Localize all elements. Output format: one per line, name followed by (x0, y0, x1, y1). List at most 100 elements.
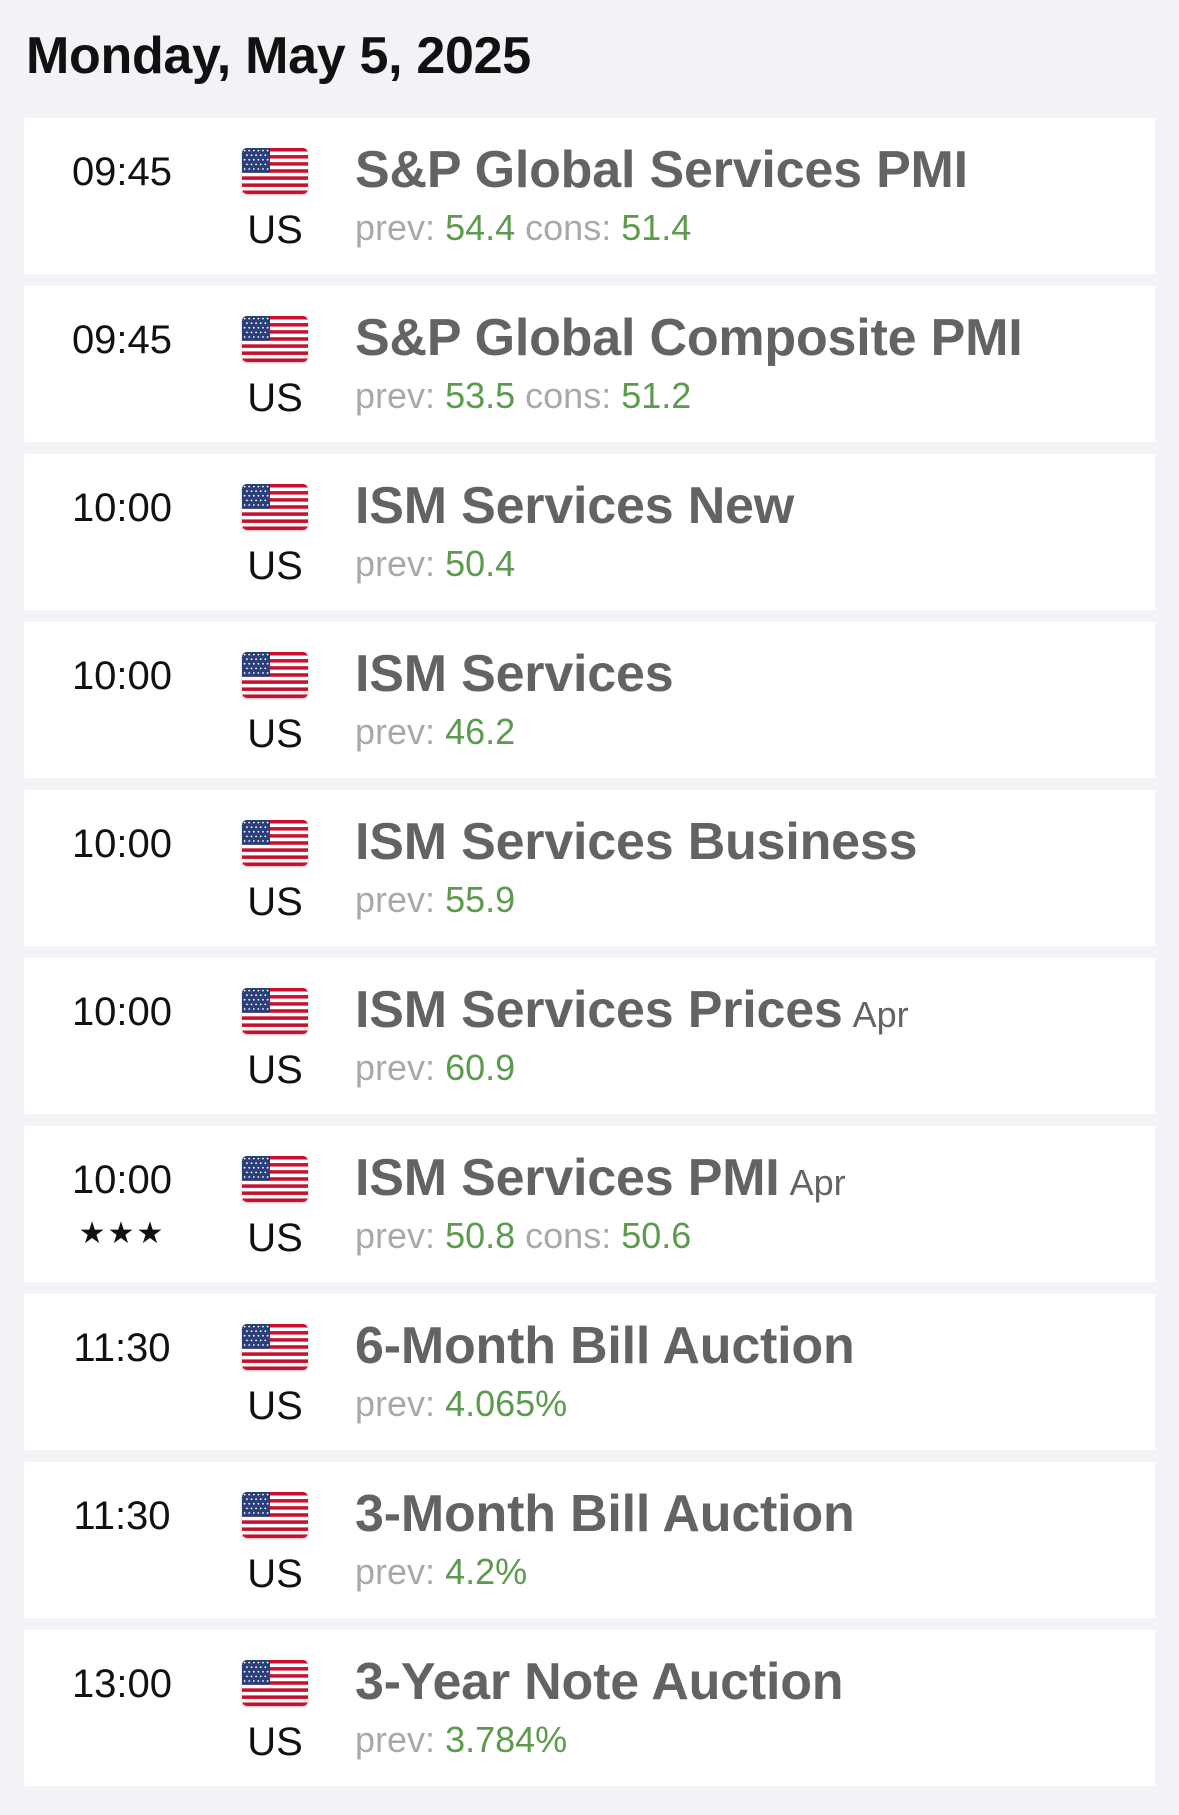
event-detail-line: prev: 53.5 cons: 51.2 (355, 374, 691, 418)
us-flag-icon (242, 1324, 308, 1370)
event-title-line: ISM Services Business (355, 812, 918, 885)
cons-value: 51.2 (621, 375, 692, 416)
event-detail-line: prev: 50.4 cons: (355, 542, 515, 586)
event-period: Apr (852, 994, 909, 1035)
event-row[interactable]: 13:00 US 3-Year Note Auction prev: 3.784… (24, 1630, 1155, 1786)
prev-label: prev: (355, 375, 436, 416)
event-name: S&P Global Services PMI (355, 141, 968, 199)
prev-value: 4.2% (445, 1551, 528, 1592)
event-title-line: S&P Global Services PMI (355, 140, 968, 213)
event-time: 10:00 (71, 486, 173, 530)
event-name: 3-Month Bill Auction (355, 1485, 855, 1543)
event-name: S&P Global Composite PMI (355, 309, 1023, 367)
prev-value: 4.065% (445, 1383, 568, 1424)
event-time: 09:45 (71, 318, 173, 362)
cons-value: 51.4 (621, 207, 692, 248)
us-flag-icon (242, 316, 308, 362)
us-flag-icon (242, 1660, 308, 1706)
event-country: US (247, 544, 303, 588)
event-row[interactable]: 10:00 US ISM Services Prices Apr prev: 60… (24, 958, 1155, 1114)
event-row[interactable]: 09:45 US S&P Global Composite PMI prev: … (24, 286, 1155, 442)
event-title-line: S&P Global Composite PMI (355, 308, 1023, 381)
us-flag-icon (242, 652, 308, 698)
us-flag-icon (242, 988, 308, 1034)
prev-value: 55.9 (445, 879, 516, 920)
event-country: US (247, 880, 303, 924)
event-title-line: 3-Year Note Auction (355, 1652, 844, 1725)
event-detail-line: prev: 50.8 cons: 50.6 (355, 1214, 691, 1258)
us-flag-icon (242, 148, 308, 194)
cons-label: cons: (525, 207, 612, 248)
event-country: US (247, 1048, 303, 1092)
event-name: ISM Services Business (355, 813, 918, 871)
event-title-line: ISM Services Prices Apr (355, 980, 909, 1053)
event-detail-line: prev: 4.2% cons: (355, 1550, 527, 1594)
event-title-line: ISM Services New (355, 476, 794, 549)
event-title-line: ISM Services PMI Apr (355, 1148, 846, 1221)
prev-label: prev: (355, 879, 436, 920)
prev-label: prev: (355, 543, 436, 584)
event-row[interactable]: 11:30 US 3-Month Bill Auction prev: 4.2%… (24, 1462, 1155, 1618)
prev-value: 46.2 (445, 711, 516, 752)
event-time: 09:45 (71, 150, 173, 194)
event-row[interactable]: 10:00 US ISM Services Business prev: 55.… (24, 790, 1155, 946)
event-row[interactable]: 10:00 ★★★ US ISM Services PMI Apr prev: 5… (24, 1126, 1155, 1282)
prev-value: 53.5 (445, 375, 516, 416)
event-detail-line: prev: 55.9 cons: (355, 878, 515, 922)
prev-value: 60.9 (445, 1047, 516, 1088)
event-list: 09:45 US S&P Global Services PMI prev: 5… (24, 118, 1155, 1798)
event-row[interactable]: 10:00 US ISM Services New prev: 50.4 con… (24, 454, 1155, 610)
event-detail-line: prev: 46.2 cons: (355, 710, 515, 754)
event-period: Apr (789, 1162, 846, 1203)
event-country: US (247, 376, 303, 420)
event-detail-line: prev: 4.065% cons: (355, 1382, 567, 1426)
event-name: ISM Services PMI (355, 1149, 780, 1207)
prev-label: prev: (355, 207, 436, 248)
prev-value: 50.4 (445, 543, 516, 584)
us-flag-icon (242, 1156, 308, 1202)
prev-value: 3.784% (445, 1719, 568, 1760)
prev-label: prev: (355, 1215, 436, 1256)
event-detail-line: prev: 3.784% cons: (355, 1718, 567, 1762)
prev-label: prev: (355, 711, 436, 752)
event-country: US (247, 1720, 303, 1764)
us-flag-icon (242, 1492, 308, 1538)
event-name: ISM Services New (355, 477, 795, 535)
event-detail-line: prev: 54.4 cons: 51.4 (355, 206, 691, 250)
event-time: 11:30 (73, 1494, 171, 1538)
event-row[interactable]: 09:45 US S&P Global Services PMI prev: 5… (24, 118, 1155, 274)
event-time: 10:00 (71, 822, 173, 866)
us-flag-icon (242, 820, 308, 866)
event-time: 11:30 (73, 1326, 171, 1370)
event-time: 10:00 (71, 654, 173, 698)
date-header: Monday, May 5, 2025 (26, 27, 531, 85)
prev-label: prev: (355, 1383, 436, 1424)
prev-value: 50.8 (445, 1215, 516, 1256)
prev-value: 54.4 (445, 207, 516, 248)
event-country: US (247, 712, 303, 756)
event-title-line: 3-Month Bill Auction (355, 1484, 855, 1557)
prev-label: prev: (355, 1047, 436, 1088)
event-time: 13:00 (71, 1662, 173, 1706)
cons-label: cons: (525, 375, 612, 416)
event-title-line: ISM Services (355, 644, 674, 717)
event-name: 3-Year Note Auction (355, 1653, 844, 1711)
prev-label: prev: (355, 1719, 436, 1760)
event-time: 10:00 (71, 990, 173, 1034)
cons-value: 50.6 (621, 1215, 692, 1256)
event-name: ISM Services Prices (355, 981, 843, 1039)
event-row[interactable]: 10:00 US ISM Services prev: 46.2 cons: (24, 622, 1155, 778)
event-name: ISM Services (355, 645, 674, 703)
event-time: 10:00 (71, 1158, 173, 1202)
us-flag-icon (242, 484, 308, 530)
event-name: 6-Month Bill Auction (355, 1317, 855, 1375)
prev-label: prev: (355, 1551, 436, 1592)
event-row[interactable]: 11:30 US 6-Month Bill Auction prev: 4.06… (24, 1294, 1155, 1450)
event-country: US (247, 208, 303, 252)
event-country: US (247, 1384, 303, 1428)
event-title-line: 6-Month Bill Auction (355, 1316, 855, 1389)
event-detail-line: prev: 60.9 cons: (355, 1046, 515, 1090)
importance-stars: ★★★ (78, 1217, 166, 1250)
event-country: US (247, 1216, 303, 1260)
